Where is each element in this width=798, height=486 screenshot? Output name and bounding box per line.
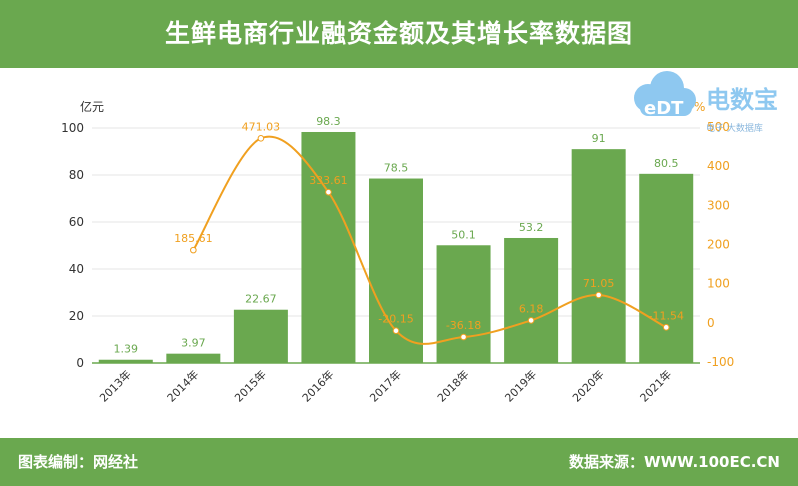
growth-value-label: 185.61 xyxy=(174,232,213,245)
x-tick-label: 2017年 xyxy=(367,367,404,404)
growth-point xyxy=(528,318,534,324)
bar xyxy=(504,238,558,363)
growth-point xyxy=(461,334,467,340)
logo-text: 电数宝 xyxy=(706,86,778,114)
growth-value-label: 71.05 xyxy=(583,277,615,290)
left-axis-unit: 亿元 xyxy=(80,99,104,114)
bar xyxy=(437,245,491,363)
bar xyxy=(639,174,693,363)
bar-value-label: 78.5 xyxy=(384,162,409,175)
x-tick-label: 2021年 xyxy=(637,367,674,404)
bar-value-label: 3.97 xyxy=(181,337,206,350)
logo-badge: eDT xyxy=(644,98,684,119)
x-tick-label: 2016年 xyxy=(299,367,336,404)
x-tick-label: 2020年 xyxy=(569,367,606,404)
growth-point xyxy=(663,325,669,331)
bar xyxy=(166,354,220,363)
bar-value-label: 91 xyxy=(592,132,606,145)
bar-value-label: 1.39 xyxy=(114,343,139,356)
y-right-tick-label: 200 xyxy=(707,238,730,252)
growth-value-label: -36.18 xyxy=(446,319,481,332)
footer-credit: 图表编制：网经社 xyxy=(18,438,138,486)
x-tick-label: 2018年 xyxy=(434,367,471,404)
y-left-tick-label: 100 xyxy=(61,121,84,135)
growth-value-label: -11.54 xyxy=(648,309,683,322)
y-right-tick-label: -100 xyxy=(707,355,734,369)
y-left-tick-label: 60 xyxy=(69,215,84,229)
y-left-tick-label: 0 xyxy=(76,356,84,370)
bar xyxy=(572,149,626,363)
footer-source: 数据来源：WWW.100EC.CN xyxy=(569,438,780,486)
x-tick-label: 2015年 xyxy=(232,367,269,404)
growth-point xyxy=(596,292,602,298)
bar-value-label: 22.67 xyxy=(245,293,277,306)
y-right-tick-label: 100 xyxy=(707,277,730,291)
growth-value-label: -20.15 xyxy=(378,313,413,326)
logo: eDT 电数宝 电子 大数据库 xyxy=(634,71,778,134)
y-right-tick-label: 0 xyxy=(707,316,715,330)
bar-value-label: 98.3 xyxy=(316,115,341,128)
growth-point xyxy=(326,189,332,195)
growth-value-label: 333.61 xyxy=(309,174,348,187)
growth-point xyxy=(393,328,399,334)
bar-value-label: 80.5 xyxy=(654,157,679,170)
y-left-tick-label: 40 xyxy=(69,262,84,276)
bar xyxy=(369,179,423,363)
y-left-tick-label: 80 xyxy=(69,168,84,182)
y-left-tick-label: 20 xyxy=(69,309,84,323)
growth-point xyxy=(191,247,197,253)
x-tick-label: 2019年 xyxy=(502,367,539,404)
y-right-tick-label: 400 xyxy=(707,159,730,173)
logo-subtext: 电子 大数据库 xyxy=(706,122,763,134)
x-tick-label: 2013年 xyxy=(96,367,133,404)
bar-value-label: 50.1 xyxy=(451,228,476,241)
growth-point xyxy=(258,136,264,142)
growth-value-label: 6.18 xyxy=(519,302,544,315)
bar xyxy=(234,310,288,363)
growth-value-label: 471.03 xyxy=(242,120,281,133)
y-right-tick-label: 300 xyxy=(707,198,730,212)
bar-value-label: 53.2 xyxy=(519,221,544,234)
x-tick-label: 2014年 xyxy=(164,367,201,404)
footer-bar: 图表编制：网经社 数据来源：WWW.100EC.CN xyxy=(0,438,798,486)
